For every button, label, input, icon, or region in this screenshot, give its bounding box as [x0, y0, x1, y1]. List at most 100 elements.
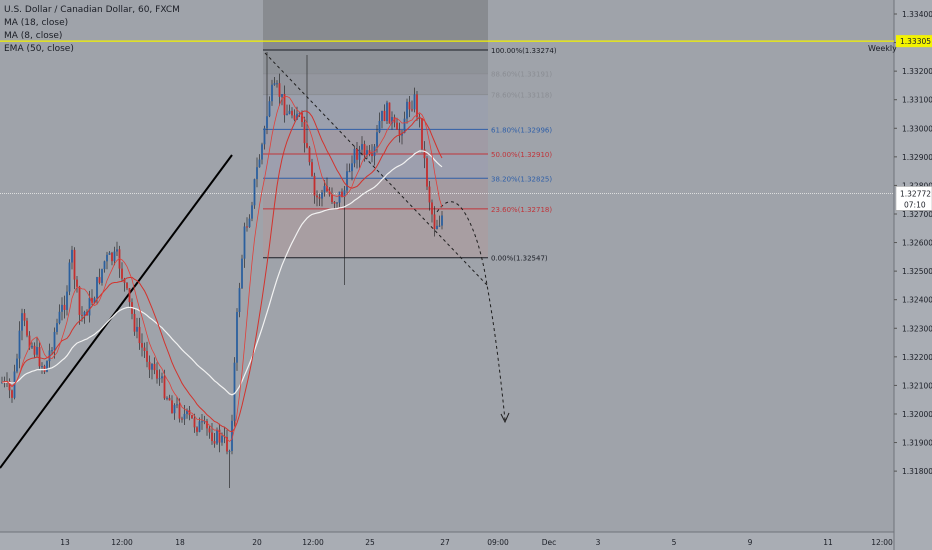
candle-body	[333, 202, 336, 204]
candle-body	[413, 94, 416, 110]
time-tick-label: 12:00	[871, 538, 893, 547]
price-tick-label: 1.32300	[902, 324, 932, 333]
candle-body	[326, 186, 328, 192]
candle-body	[231, 420, 233, 451]
indicator-ema50: EMA (50, close)	[4, 44, 74, 54]
candle-body	[233, 362, 236, 421]
candle-body	[438, 225, 441, 227]
current-price-text: 1.32772	[900, 189, 931, 198]
ma-8-line	[1, 96, 443, 443]
candle-body	[311, 162, 313, 176]
candle-body	[128, 288, 131, 303]
fib-level-label: 50.00%(1.32910)	[491, 151, 552, 159]
candle-body	[61, 304, 63, 312]
candle-body	[431, 202, 433, 215]
fib-level-label: 0.00%(1.32547)	[491, 255, 548, 263]
fib-level-label: 23.60%(1.32718)	[491, 206, 552, 214]
price-tick-label: 1.32200	[902, 353, 932, 362]
time-tick-label: 25	[365, 538, 375, 547]
candle-body	[166, 397, 168, 399]
candle-body	[78, 286, 81, 315]
candle-body	[378, 120, 381, 133]
price-tick-label: 1.31900	[902, 439, 932, 448]
candle-body	[396, 122, 398, 130]
time-tick-label: 12:00	[302, 538, 324, 547]
price-tick-label: 1.33100	[902, 96, 932, 105]
candle-body	[121, 268, 123, 279]
candle-body	[203, 421, 206, 423]
time-tick-label: 9	[748, 538, 753, 547]
ma-18-line	[1, 110, 443, 433]
price-tick-label: 1.32600	[902, 239, 932, 248]
candle-body	[258, 159, 261, 168]
candle-body	[116, 249, 118, 252]
candle-body	[208, 428, 211, 433]
candle-body	[88, 297, 91, 316]
indicator-ma8: MA (8, close)	[4, 31, 63, 41]
candle-body	[23, 313, 26, 321]
candle-body	[268, 101, 271, 117]
candle-body	[408, 101, 411, 110]
fib-level-label: 100.00%(1.33274)	[491, 47, 557, 55]
candle-body	[148, 361, 151, 370]
projection-arrowhead	[500, 412, 510, 424]
fib-band	[263, 208, 488, 258]
candle-body	[43, 366, 46, 372]
candle-body	[211, 432, 213, 442]
candle-body	[398, 129, 401, 136]
candle-body	[123, 278, 126, 283]
candle-body	[106, 254, 108, 262]
candle-body	[206, 421, 208, 429]
candle-body	[376, 132, 378, 147]
price-tick-label: 1.32800	[902, 181, 932, 190]
candle-body	[351, 163, 353, 172]
candle-body	[406, 101, 408, 119]
fib-band	[263, 49, 488, 74]
candle-body	[68, 262, 71, 292]
candle-body	[56, 323, 58, 332]
candle-body	[36, 347, 38, 355]
candle-body	[236, 311, 238, 363]
fib-level-label: 61.80%(1.32996)	[491, 126, 552, 134]
candle-body	[186, 410, 188, 414]
candle-body	[388, 102, 391, 124]
fib-band	[263, 94, 488, 130]
candle-body	[411, 109, 413, 111]
time-tick-label: Dec	[542, 538, 557, 547]
candle-body	[198, 421, 201, 432]
time-tick-label: 5	[672, 538, 677, 547]
price-tick-label: 1.33000	[902, 124, 932, 133]
candle-body	[11, 390, 13, 398]
candle-body	[58, 311, 61, 324]
candle-body	[371, 153, 373, 157]
candle-body	[53, 331, 56, 351]
candle-body	[286, 113, 288, 116]
candle-body	[178, 404, 181, 419]
candle-body	[366, 150, 368, 156]
candle-body	[421, 118, 423, 150]
countdown-text: 07:10	[904, 200, 926, 209]
candle-body	[138, 326, 141, 344]
candle-body	[176, 404, 178, 406]
candle-body	[423, 149, 426, 159]
candle-body	[46, 361, 48, 372]
weekly-price-badge	[896, 35, 932, 48]
candle-body	[73, 249, 76, 280]
chart-title: U.S. Dollar / Canadian Dollar, 60, FXCM	[4, 5, 180, 15]
candle-body	[358, 149, 361, 160]
candle-body	[156, 370, 158, 379]
candle-body	[226, 436, 228, 452]
candle-body	[16, 358, 18, 372]
candle-body	[243, 226, 246, 259]
candle-body	[96, 277, 98, 299]
fib-band	[263, 153, 488, 179]
candle-body	[353, 148, 356, 164]
candle-body	[26, 320, 28, 336]
candle-body	[161, 376, 163, 379]
candle-body	[361, 144, 363, 150]
candle-body	[348, 171, 351, 173]
price-tick-label: 1.32500	[902, 267, 932, 276]
chart-legend: U.S. Dollar / Canadian Dollar, 60, FXCM …	[4, 4, 180, 56]
candle-body	[238, 288, 241, 312]
